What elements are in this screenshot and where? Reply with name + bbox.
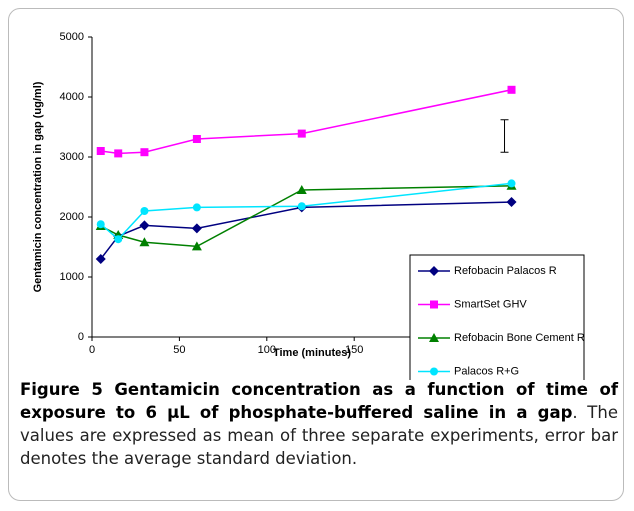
marker — [95, 254, 106, 264]
marker — [191, 223, 202, 234]
caption-title: Figure 5 Gentamicin concentration as a f… — [20, 380, 618, 422]
x-tick-label: 100 — [258, 344, 276, 356]
marker — [297, 202, 306, 211]
x-tick-label: 0 — [89, 344, 95, 356]
caption: Figure 5 Gentamicin concentration as a f… — [20, 378, 618, 470]
legend-label: Refobacin Bone Cement R — [454, 332, 585, 344]
legend-label: Refobacin Palacos R — [454, 265, 557, 277]
marker — [139, 220, 150, 231]
marker — [430, 300, 438, 309]
error-bar — [500, 119, 509, 153]
marker — [507, 179, 516, 188]
series-line — [100, 182, 512, 241]
marker — [429, 266, 439, 276]
marker — [429, 333, 439, 342]
marker — [507, 85, 516, 94]
y-tick-label: 1000 — [60, 271, 84, 283]
y-tick-label: 3000 — [60, 151, 84, 163]
marker — [140, 207, 149, 215]
y-tick-label: 5000 — [60, 31, 84, 43]
series-line — [100, 201, 512, 260]
marker — [140, 148, 149, 157]
caption-text: . The values are expressed as mean of th… — [20, 403, 618, 468]
y-tick-label: 0 — [78, 331, 84, 343]
marker — [192, 135, 201, 143]
legend-box — [409, 254, 585, 380]
marker — [296, 185, 307, 194]
x-axis-label: Time (minutes) — [273, 347, 351, 359]
x-tick-label: 150 — [345, 344, 363, 356]
marker — [297, 129, 306, 138]
marker — [139, 237, 150, 247]
y-axis-label: Gentamicin concentration in gap (ug/ml) — [32, 81, 44, 292]
marker — [192, 203, 201, 212]
marker — [430, 367, 438, 376]
marker — [191, 241, 202, 251]
series-line — [100, 185, 512, 248]
marker — [114, 149, 123, 158]
x-tick-label: 50 — [173, 344, 185, 356]
series-line — [100, 89, 512, 155]
marker — [114, 235, 123, 244]
marker — [96, 220, 105, 229]
figure-frame — [8, 8, 624, 501]
y-tick-label: 2000 — [60, 211, 84, 223]
marker — [506, 197, 517, 207]
y-tick-label: 4000 — [60, 91, 84, 103]
marker — [96, 147, 105, 155]
legend-label: SmartSet GHV — [454, 298, 527, 310]
chart: Gentamicin concentration in gap (ug/ml) … — [32, 31, 585, 380]
legend-label: Palacos R+G — [454, 365, 519, 377]
